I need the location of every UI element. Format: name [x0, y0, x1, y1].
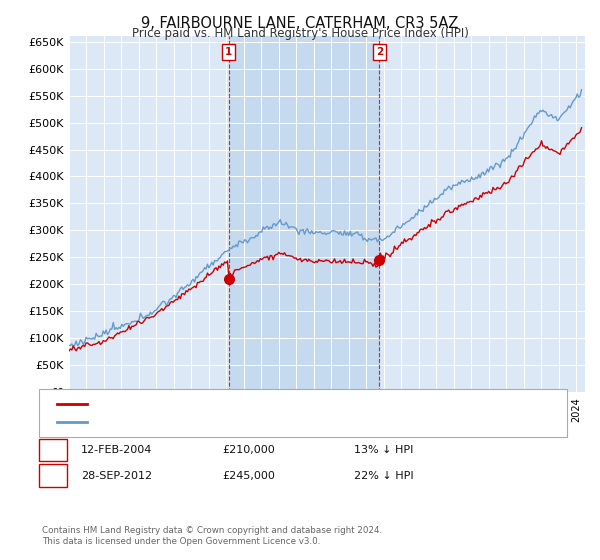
Text: 22% ↓ HPI: 22% ↓ HPI	[354, 470, 413, 480]
Text: 9, FAIRBOURNE LANE, CATERHAM, CR3 5AZ (semi-detached house): 9, FAIRBOURNE LANE, CATERHAM, CR3 5AZ (s…	[93, 399, 443, 409]
Text: 2: 2	[376, 47, 383, 57]
Text: 1: 1	[225, 47, 232, 57]
Text: 28-SEP-2012: 28-SEP-2012	[81, 470, 152, 480]
Text: 12-FEB-2004: 12-FEB-2004	[81, 445, 152, 455]
Text: 13% ↓ HPI: 13% ↓ HPI	[354, 445, 413, 455]
Text: HPI: Average price, semi-detached house, Tandridge: HPI: Average price, semi-detached house,…	[93, 417, 366, 427]
Text: 1: 1	[49, 445, 57, 455]
Text: £245,000: £245,000	[222, 470, 275, 480]
Text: Contains HM Land Registry data © Crown copyright and database right 2024.
This d: Contains HM Land Registry data © Crown c…	[42, 526, 382, 546]
Text: Price paid vs. HM Land Registry's House Price Index (HPI): Price paid vs. HM Land Registry's House …	[131, 27, 469, 40]
Bar	[229, 36, 379, 392]
Text: 9, FAIRBOURNE LANE, CATERHAM, CR3 5AZ: 9, FAIRBOURNE LANE, CATERHAM, CR3 5AZ	[142, 16, 458, 31]
Text: £210,000: £210,000	[222, 445, 275, 455]
Text: 2: 2	[49, 470, 57, 480]
